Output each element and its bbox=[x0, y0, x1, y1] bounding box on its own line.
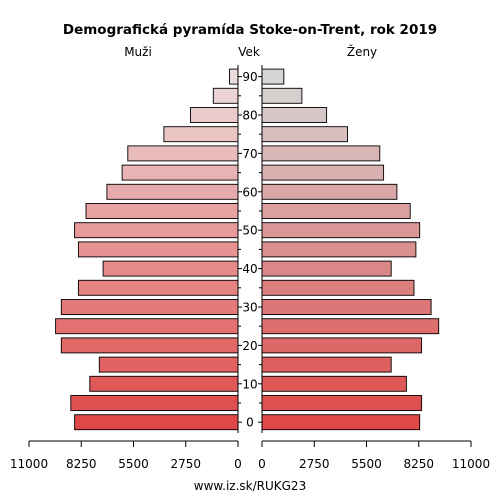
female-label: Ženy bbox=[347, 44, 377, 59]
male-bar-age-70 bbox=[127, 145, 239, 162]
male-bar-age-5 bbox=[70, 395, 239, 411]
x-tick-label-right: 8250 bbox=[403, 457, 434, 471]
age-tick-label: 60 bbox=[242, 185, 257, 199]
x-tick-label-right: 2750 bbox=[299, 457, 330, 471]
x-tick-label-right: 0 bbox=[258, 457, 266, 471]
male-bar-age-45 bbox=[77, 241, 239, 258]
male-bar-age-15 bbox=[98, 356, 239, 373]
female-bar-age-0 bbox=[261, 414, 421, 431]
x-tick-label-left: 11000 bbox=[10, 457, 48, 471]
female-bar-age-10 bbox=[261, 375, 407, 392]
female-bar-age-20 bbox=[261, 337, 423, 354]
male-bar-age-90 bbox=[228, 68, 239, 85]
age-label: Vek bbox=[238, 45, 260, 59]
male-bar-age-65 bbox=[121, 164, 239, 181]
x-tick-label-left: 0 bbox=[234, 457, 242, 471]
male-bar-age-60 bbox=[106, 183, 239, 200]
male-bar-age-40 bbox=[102, 260, 239, 277]
male-bar-age-30 bbox=[60, 299, 239, 315]
male-bar-age-85 bbox=[212, 87, 239, 104]
x-axis-ticks: 11000 8250 5500 2750 0 0 2750 5500 8250 11000 bbox=[10, 441, 490, 471]
male-bar-age-10 bbox=[89, 375, 239, 392]
female-bar-age-65 bbox=[261, 164, 385, 181]
female-bar-age-35 bbox=[261, 279, 415, 296]
female-bar-age-90 bbox=[261, 68, 285, 85]
female-bar-age-45 bbox=[261, 241, 417, 258]
female-bar-age-75 bbox=[261, 126, 348, 143]
chart-title: Demografická pyramída Stoke-on-Trent, ro… bbox=[63, 22, 437, 38]
female-bar-age-15 bbox=[261, 356, 392, 373]
age-tick-label: 20 bbox=[242, 339, 257, 353]
age-tick-label: 40 bbox=[242, 262, 257, 276]
x-tick-label-right: 11000 bbox=[452, 457, 490, 471]
x-tick-label-left: 2750 bbox=[170, 457, 201, 471]
age-tick-label: 0 bbox=[246, 416, 254, 430]
source-label: www.iz.sk/RUKG23 bbox=[194, 479, 306, 493]
female-bar-age-85 bbox=[261, 87, 303, 104]
female-bar-age-30 bbox=[261, 299, 432, 315]
male-bar-age-55 bbox=[85, 203, 239, 219]
age-tick-label: 50 bbox=[242, 224, 257, 238]
age-tick-label: 80 bbox=[242, 109, 257, 123]
female-bar-age-80 bbox=[261, 107, 328, 123]
female-bars bbox=[261, 68, 440, 431]
male-label: Muži bbox=[124, 45, 152, 59]
male-bar-age-75 bbox=[163, 126, 239, 143]
male-bar-age-0 bbox=[74, 414, 239, 431]
x-tick-label-left: 8250 bbox=[66, 457, 97, 471]
female-bar-age-50 bbox=[261, 222, 421, 239]
female-bar-age-60 bbox=[261, 183, 398, 200]
female-bar-age-40 bbox=[261, 260, 392, 277]
x-tick-label-left: 5500 bbox=[118, 457, 149, 471]
female-bar-age-5 bbox=[261, 395, 423, 411]
male-bar-age-80 bbox=[190, 107, 239, 123]
x-tick-label-right: 5500 bbox=[351, 457, 382, 471]
age-ticks: 0 10 20 30 40 50 60 70 80 90 bbox=[238, 70, 262, 430]
age-tick-label: 70 bbox=[242, 147, 257, 161]
female-bar-age-55 bbox=[261, 203, 411, 219]
age-tick-label: 90 bbox=[242, 70, 257, 84]
male-bar-age-35 bbox=[77, 279, 239, 296]
age-tick-label: 10 bbox=[242, 377, 257, 391]
female-bar-age-25 bbox=[261, 318, 440, 335]
male-bar-age-50 bbox=[74, 222, 239, 239]
female-bar-age-70 bbox=[261, 145, 381, 162]
male-bar-age-20 bbox=[60, 337, 239, 354]
male-bars bbox=[55, 68, 239, 431]
age-tick-label: 30 bbox=[242, 301, 257, 315]
male-bar-age-25 bbox=[55, 318, 239, 335]
